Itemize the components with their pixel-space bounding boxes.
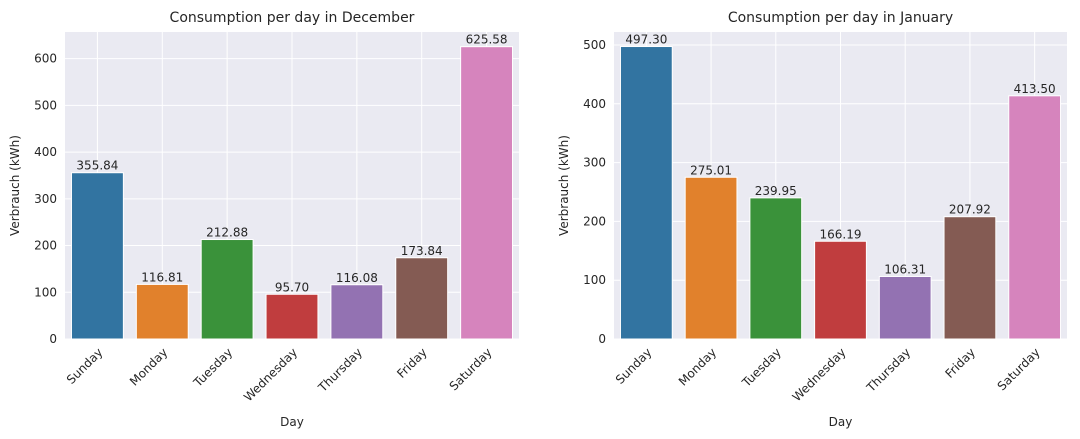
data-label: 95.70 [275,280,309,294]
x-tick-label: Monday [676,345,719,388]
data-label: 355.84 [76,159,118,173]
bar-sunday [70,172,124,340]
y-tick-label: 300 [583,156,606,170]
data-label: 212.88 [206,226,248,240]
bar-monday [135,283,189,340]
bar-saturday [460,46,514,340]
data-label: 106.31 [884,262,926,276]
data-label: 625.58 [466,33,508,47]
data-label: 275.01 [690,163,732,177]
data-label: 166.19 [820,227,862,241]
y-axis-label: Verbrauch (kWh) [8,135,22,236]
y-tick-label: 400 [34,145,57,159]
bar-thursday [878,275,932,340]
x-tick-label: Saturday [447,345,495,393]
y-tick-label: 400 [583,97,606,111]
x-tick-label: Monday [127,345,170,388]
bar-sunday [619,46,673,340]
december-chart: 0 100 200 300 400 500 600 355.84 Sunday 116.81 Mon… [8,10,519,429]
bar-friday [395,257,449,340]
chart-title: Consumption per day in January [728,10,953,26]
x-tick-label: Sunday [613,345,655,387]
bar-wednesday [265,293,319,340]
y-axis-label: Verbrauch (kWh) [557,135,571,236]
bar-thursday [330,284,384,340]
y-tick-label: 600 [34,52,57,66]
data-label: 497.30 [625,33,667,47]
y-tick-label: 300 [34,192,57,206]
bar-friday [943,216,997,340]
bar-monday [684,176,738,340]
data-label: 116.81 [141,270,183,284]
bar-tuesday [200,239,254,340]
data-label: 207.92 [949,203,991,217]
data-label: 173.84 [401,244,443,258]
january-chart: 0 100 200 300 400 500 497.30 Sunday 275.01 Monday… [557,10,1067,429]
x-tick-label: Wednesday [241,345,300,404]
x-tick-label: Thursday [863,345,913,395]
x-axis-label: Day [280,415,304,429]
bar-wednesday [814,240,867,340]
bar-tuesday [749,197,803,340]
y-tick-label: 0 [49,332,57,346]
x-tick-label: Friday [394,345,430,381]
data-label: 116.08 [336,271,378,285]
y-tick-label: 200 [583,214,606,228]
data-label: 239.95 [755,184,797,198]
x-tick-label: Saturday [995,345,1043,393]
y-tick-label: 500 [34,98,57,112]
x-tick-label: Thursday [315,345,365,395]
x-tick-label: Wednesday [790,345,849,404]
y-tick-label: 500 [583,38,606,52]
bar-saturday [1008,95,1062,340]
y-tick-label: 200 [34,239,57,253]
chart-title: Consumption per day in December [170,10,415,26]
y-tick-label: 100 [583,273,606,287]
x-tick-label: Tuesday [739,345,784,390]
x-tick-label: Sunday [64,345,106,387]
y-tick-label: 0 [598,332,606,346]
x-tick-label: Friday [942,345,978,381]
data-label: 413.50 [1014,82,1056,96]
x-tick-label: Tuesday [190,345,235,390]
x-axis-label: Day [829,415,853,429]
y-tick-label: 100 [34,285,57,299]
